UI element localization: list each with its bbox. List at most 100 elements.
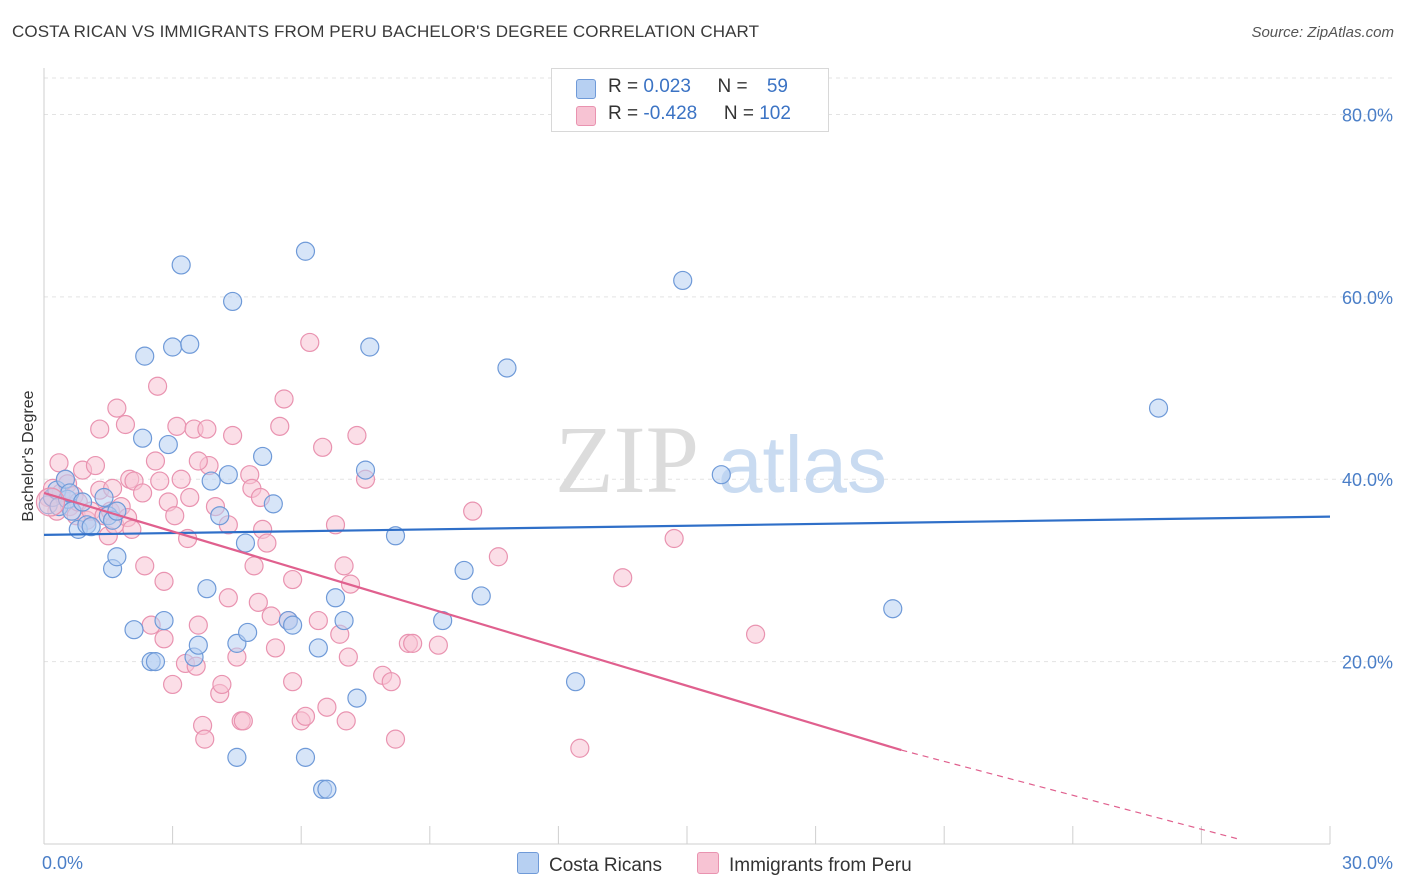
costa-rican-point — [158, 434, 178, 455]
x-tick-label-max: 30.0% — [1342, 853, 1393, 873]
costa-rican-point — [355, 460, 376, 480]
costa-rican-point — [263, 494, 283, 514]
bottom-legend-swatch-pink — [697, 852, 719, 874]
legend-r-label: R = — [608, 76, 644, 97]
costa-rican-point — [317, 779, 337, 799]
peru-point — [248, 592, 268, 612]
peru-point — [154, 629, 174, 649]
peru-point — [212, 674, 232, 695]
costa-rican-point — [223, 291, 243, 312]
costa-rican-point — [145, 652, 166, 672]
costa-rican-point — [124, 620, 144, 640]
peru-trend-line — [43, 491, 902, 752]
peru-point — [257, 533, 277, 553]
peru-point — [488, 547, 508, 567]
peru-point — [163, 674, 183, 695]
costa-rican-point — [347, 688, 367, 708]
peru-point — [338, 647, 358, 667]
costa-rican-point — [94, 487, 114, 508]
costa-rican-point — [188, 635, 208, 655]
costa-rican-trend-line — [43, 515, 1331, 536]
legend-r-value: -0.428 — [643, 103, 698, 124]
peru-point — [49, 453, 69, 473]
peru-point — [336, 711, 356, 731]
legend-r-value: 0.023 — [643, 76, 691, 97]
peru-point — [463, 501, 483, 521]
bottom-legend-swatch-blue — [517, 852, 539, 874]
watermark-zip: ZIP — [555, 406, 699, 513]
axes — [43, 68, 1331, 845]
correlation-legend: R = 0.023 N = 59 R = -0.428 N = 102 — [551, 68, 829, 132]
costa-rican-point — [334, 610, 354, 631]
peru-point — [135, 556, 155, 576]
source-label: Source: ZipAtlas.com — [1251, 24, 1394, 41]
peru-point — [35, 487, 66, 517]
peru-point — [223, 425, 243, 446]
peru-point — [115, 414, 136, 435]
peru-point — [270, 416, 290, 436]
peru-point — [381, 672, 401, 692]
tick-labels: 20.0% 40.0% 60.0% 80.0% — [1342, 105, 1393, 672]
peru-point — [154, 571, 174, 591]
peru-point — [745, 624, 766, 644]
costa-rican-point — [163, 337, 183, 357]
y-tick-label: 60.0% — [1342, 288, 1393, 308]
bottom-legend-peru: Immigrants from Peru — [697, 852, 912, 877]
x-tick-label-min: 0.0% — [42, 853, 83, 873]
grid-lines — [44, 77, 1392, 663]
costa-rican-point — [107, 547, 127, 567]
costa-rican-point — [1148, 398, 1169, 418]
peru-point — [165, 506, 185, 526]
costa-rican-point — [135, 346, 155, 366]
costa-rican-point — [295, 241, 316, 261]
costa-rican-point — [673, 270, 693, 291]
costa-rican-point — [154, 610, 174, 631]
peru-point — [171, 469, 191, 489]
peru-point — [613, 568, 633, 588]
costa-rican-point — [283, 615, 303, 635]
peru-point — [325, 515, 346, 535]
peru-point — [147, 376, 168, 396]
peru-point — [150, 471, 170, 491]
costa-rican-point — [227, 747, 247, 767]
watermark-atlas: atlas — [718, 420, 887, 509]
bottom-legend-label: Costa Ricans — [549, 855, 662, 876]
legend-n-value: 102 — [759, 103, 791, 124]
costa-rican-point — [497, 358, 517, 378]
peru-point — [261, 606, 281, 626]
bottom-legend-label: Immigrants from Peru — [729, 855, 912, 876]
peru-point — [283, 569, 303, 590]
peru-point — [132, 483, 153, 503]
costa-rican-point — [385, 526, 406, 546]
costa-rican-point — [711, 465, 731, 485]
peru-point — [570, 738, 590, 758]
peru-point — [274, 389, 294, 409]
y-tick-label: 20.0% — [1342, 653, 1393, 673]
peru-point — [197, 419, 217, 439]
costa-rican-point — [308, 638, 328, 658]
peru-point — [195, 729, 215, 749]
watermark: ZIP atlas — [555, 406, 887, 513]
peru-point — [145, 451, 166, 471]
peru-point — [334, 556, 354, 576]
peru-point — [283, 672, 303, 692]
peru-point — [107, 398, 127, 418]
legend-r-label: R = — [608, 103, 644, 124]
legend-swatch-pink — [576, 106, 596, 126]
trend-lines — [43, 491, 1331, 841]
costa-rican-point — [295, 747, 316, 767]
peru-trend-line-extension — [901, 749, 1241, 841]
peru-point — [167, 416, 187, 436]
peru-point — [122, 519, 142, 539]
costa-rican-point — [235, 533, 256, 553]
legend-swatch-blue — [576, 79, 596, 99]
data-points — [35, 241, 1169, 799]
costa-rican-point — [218, 465, 238, 485]
peru-point — [308, 610, 328, 631]
legend-n-label: N = — [723, 103, 760, 124]
peru-point — [313, 437, 333, 457]
costa-rican-point — [253, 446, 273, 467]
peru-point — [300, 332, 320, 353]
y-tick-label: 40.0% — [1342, 470, 1393, 490]
